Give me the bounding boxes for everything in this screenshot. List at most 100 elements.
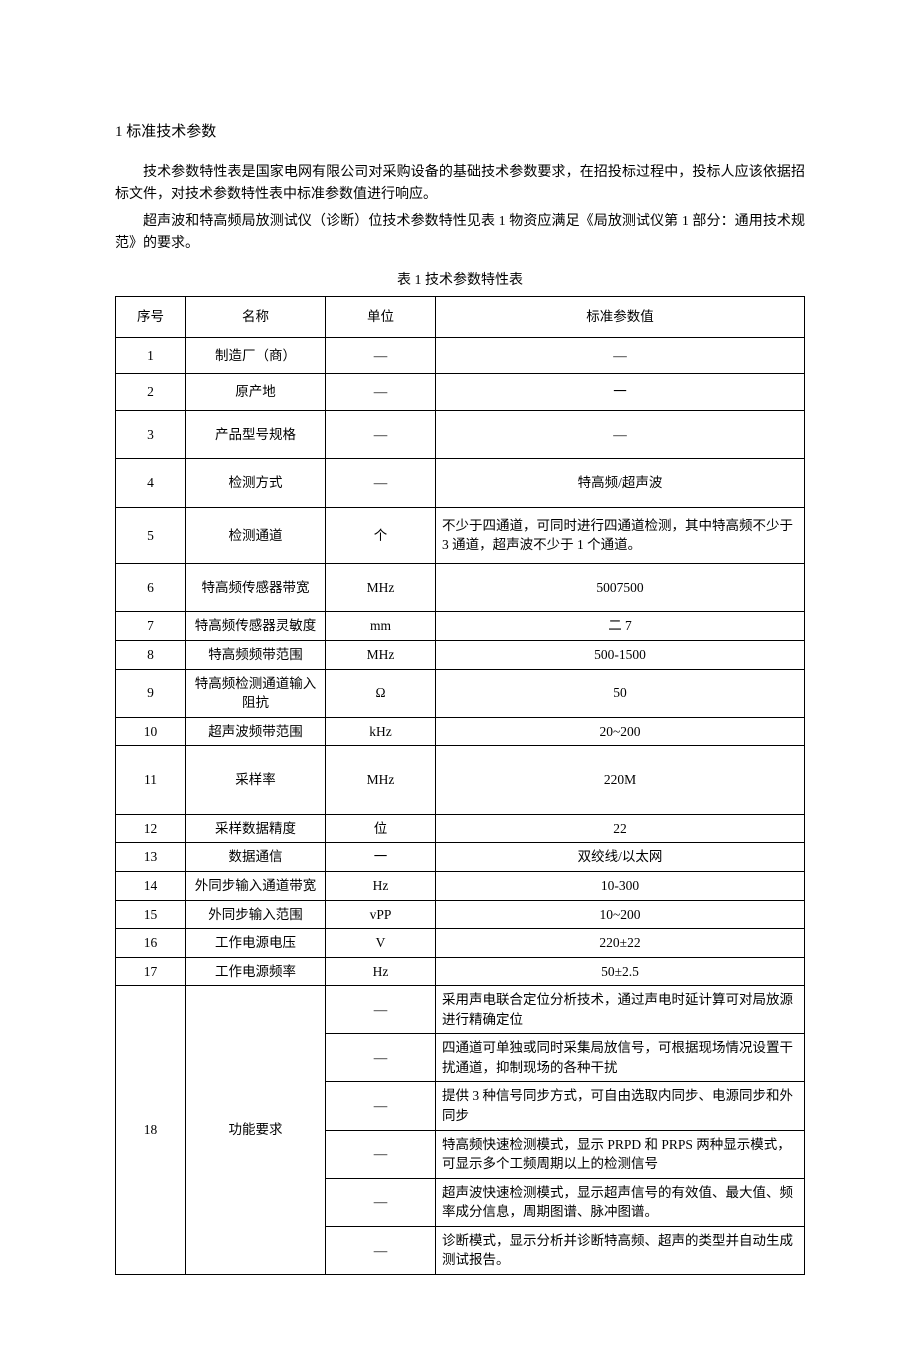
table-row: 16工作电源电压V220±22 xyxy=(116,929,805,958)
cell-unit: — xyxy=(326,986,436,1034)
cell-name: 采样率 xyxy=(186,746,326,815)
cell-unit: — xyxy=(326,337,436,374)
cell-value: 22 xyxy=(436,814,805,843)
cell-value: — xyxy=(436,337,805,374)
cell-seq: 17 xyxy=(116,957,186,986)
table-row: 6特高频传感器带宽MHz5007500 xyxy=(116,563,805,612)
cell-seq: 14 xyxy=(116,871,186,900)
cell-unit: — xyxy=(326,459,436,508)
cell-unit: MHz xyxy=(326,746,436,815)
cell-name: 工作电源频率 xyxy=(186,957,326,986)
cell-name: 特高频检测通道输入阻抗 xyxy=(186,669,326,717)
cell-value: 50±2.5 xyxy=(436,957,805,986)
cell-name: 外同步输入通道带宽 xyxy=(186,871,326,900)
table-row: 12采样数据精度位22 xyxy=(116,814,805,843)
cell-seq: 4 xyxy=(116,459,186,508)
cell-name: 数据通信 xyxy=(186,843,326,872)
cell-value: 提供 3 种信号同步方式，可自由选取内同步、电源同步和外同步 xyxy=(436,1082,805,1130)
cell-unit: — xyxy=(326,1130,436,1178)
cell-seq: 16 xyxy=(116,929,186,958)
cell-name: 超声波频带范围 xyxy=(186,717,326,746)
table-row: 13数据通信一双绞线/以太网 xyxy=(116,843,805,872)
header-value: 标准参数值 xyxy=(436,296,805,337)
cell-name: 采样数据精度 xyxy=(186,814,326,843)
cell-value: 不少于四通道，可同时进行四通道检测，其中特高频不少于 3 通道，超声波不少于 1… xyxy=(436,507,805,563)
cell-seq: 3 xyxy=(116,410,186,459)
header-name: 名称 xyxy=(186,296,326,337)
table-row: 3产品型号规格—— xyxy=(116,410,805,459)
header-unit: 单位 xyxy=(326,296,436,337)
table-row: 14外同步输入通道带宽Hz10-300 xyxy=(116,871,805,900)
intro-paragraph-1: 技术参数特性表是国家电网有限公司对采购设备的基础技术参数要求，在招投标过程中，投… xyxy=(115,162,805,207)
cell-name: 检测通道 xyxy=(186,507,326,563)
table-row: 8特高频频带范围MHz500-1500 xyxy=(116,641,805,670)
cell-unit: MHz xyxy=(326,641,436,670)
table-caption: 表 1 技术参数特性表 xyxy=(115,270,805,292)
table-body: 1制造厂（商）——2原产地—一3产品型号规格——4检测方式—特高频/超声波5检测… xyxy=(116,337,805,1274)
table-row: 1制造厂（商）—— xyxy=(116,337,805,374)
table-row: 4检测方式—特高频/超声波 xyxy=(116,459,805,508)
cell-unit: Hz xyxy=(326,871,436,900)
cell-name: 检测方式 xyxy=(186,459,326,508)
cell-seq: 7 xyxy=(116,612,186,641)
cell-name: 特高频传感器带宽 xyxy=(186,563,326,612)
cell-seq: 5 xyxy=(116,507,186,563)
cell-value: 双绞线/以太网 xyxy=(436,843,805,872)
cell-value: 超声波快速检测模式，显示超声信号的有效值、最大值、频率成分信息，周期图谱、脉冲图… xyxy=(436,1178,805,1226)
cell-unit: 位 xyxy=(326,814,436,843)
cell-unit: Hz xyxy=(326,957,436,986)
cell-unit: — xyxy=(326,1082,436,1130)
cell-unit: 一 xyxy=(326,843,436,872)
cell-seq: 6 xyxy=(116,563,186,612)
cell-unit: — xyxy=(326,410,436,459)
cell-value: 一 xyxy=(436,374,805,411)
cell-value: 10-300 xyxy=(436,871,805,900)
cell-value: 特高频/超声波 xyxy=(436,459,805,508)
table-row: 5检测通道个不少于四通道，可同时进行四通道检测，其中特高频不少于 3 通道，超声… xyxy=(116,507,805,563)
cell-unit: — xyxy=(326,374,436,411)
cell-value: 50 xyxy=(436,669,805,717)
cell-seq: 13 xyxy=(116,843,186,872)
cell-seq: 11 xyxy=(116,746,186,815)
cell-value: 5007500 xyxy=(436,563,805,612)
cell-unit: V xyxy=(326,929,436,958)
cell-unit: kHz xyxy=(326,717,436,746)
cell-value: 四通道可单独或同时采集局放信号，可根据现场情况设置干扰通道，抑制现场的各种干扰 xyxy=(436,1034,805,1082)
cell-name: 制造厂（商） xyxy=(186,337,326,374)
cell-name: 外同步输入范围 xyxy=(186,900,326,929)
cell-unit: MHz xyxy=(326,563,436,612)
cell-value: 采用声电联合定位分析技术，通过声电时延计算可对局放源进行精确定位 xyxy=(436,986,805,1034)
cell-unit: — xyxy=(326,1226,436,1274)
cell-seq: 1 xyxy=(116,337,186,374)
cell-seq: 9 xyxy=(116,669,186,717)
table-row: 18功能要求—采用声电联合定位分析技术，通过声电时延计算可对局放源进行精确定位 xyxy=(116,986,805,1034)
cell-name: 工作电源电压 xyxy=(186,929,326,958)
cell-seq: 12 xyxy=(116,814,186,843)
cell-seq: 10 xyxy=(116,717,186,746)
section-title: 1 标准技术参数 xyxy=(115,120,805,144)
table-row: 11采样率MHz220M xyxy=(116,746,805,815)
cell-unit: — xyxy=(326,1034,436,1082)
cell-value: 20~200 xyxy=(436,717,805,746)
cell-value: 220±22 xyxy=(436,929,805,958)
cell-value: 220M xyxy=(436,746,805,815)
cell-name: 产品型号规格 xyxy=(186,410,326,459)
cell-unit: 个 xyxy=(326,507,436,563)
intro-paragraph-2: 超声波和特高频局放测试仪（诊断）位技术参数特性见表 1 物资应满足《局放测试仪第… xyxy=(115,211,805,256)
cell-value: 10~200 xyxy=(436,900,805,929)
cell-seq: 2 xyxy=(116,374,186,411)
cell-unit: vPP xyxy=(326,900,436,929)
cell-value: — xyxy=(436,410,805,459)
cell-unit: Ω xyxy=(326,669,436,717)
cell-name: 特高频传感器灵敏度 xyxy=(186,612,326,641)
table-row: 2原产地—一 xyxy=(116,374,805,411)
cell-name: 功能要求 xyxy=(186,986,326,1275)
table-row: 17工作电源频率Hz50±2.5 xyxy=(116,957,805,986)
table-header-row: 序号 名称 单位 标准参数值 xyxy=(116,296,805,337)
cell-value: 二 7 xyxy=(436,612,805,641)
table-row: 10超声波频带范围kHz20~200 xyxy=(116,717,805,746)
table-row: 9特高频检测通道输入阻抗Ω50 xyxy=(116,669,805,717)
cell-unit: — xyxy=(326,1178,436,1226)
cell-seq: 8 xyxy=(116,641,186,670)
cell-value: 500-1500 xyxy=(436,641,805,670)
